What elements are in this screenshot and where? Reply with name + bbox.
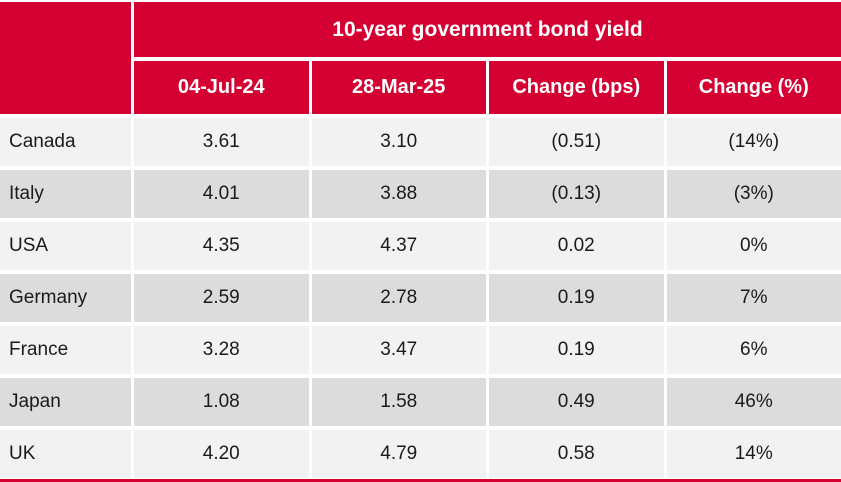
col-header-04-jul-24: 04-Jul-24 <box>134 61 309 114</box>
row-value-cell: (0.13) <box>489 170 664 218</box>
row-value-cell: 4.35 <box>134 222 309 270</box>
row-value-cell: (14%) <box>666 118 841 166</box>
row-value-cell: 6% <box>666 326 841 374</box>
col-header-28-mar-25: 28-Mar-25 <box>311 61 486 114</box>
row-value-cell: 4.20 <box>134 430 309 478</box>
col-header-change-pct: Change (%) <box>666 61 841 114</box>
row-label: Canada <box>0 118 131 166</box>
row-label: France <box>0 326 131 374</box>
bottom-accent-bar <box>0 479 841 482</box>
row-label: USA <box>0 222 131 270</box>
row-value-cell: 7% <box>666 274 841 322</box>
row-label: Italy <box>0 170 131 218</box>
row-value-cell: 14% <box>666 430 841 478</box>
row-label: UK <box>0 430 131 478</box>
row-value-cell: 3.28 <box>134 326 309 374</box>
row-value-cell: (0.51) <box>489 118 664 166</box>
row-value-cell: 0.19 <box>489 326 664 374</box>
col-header-change-bps: Change (bps) <box>489 61 664 114</box>
table-corner-cell <box>0 2 131 114</box>
row-label: Japan <box>0 378 131 426</box>
row-value-cell: 4.01 <box>134 170 309 218</box>
row-value-cell: 2.59 <box>134 274 309 322</box>
row-value-cell: 0.49 <box>489 378 664 426</box>
row-value-cell: 3.10 <box>311 118 486 166</box>
row-value-cell: 0.02 <box>489 222 664 270</box>
row-value-cell: 3.88 <box>311 170 486 218</box>
row-value-cell: 0.58 <box>489 430 664 478</box>
table-title: 10-year government bond yield <box>134 2 841 57</box>
row-value-cell: 3.61 <box>134 118 309 166</box>
row-value-cell: 0.19 <box>489 274 664 322</box>
row-value-cell: 2.78 <box>311 274 486 322</box>
row-value-cell: 3.47 <box>311 326 486 374</box>
row-value-cell: 0% <box>666 222 841 270</box>
row-value-cell: 1.58 <box>311 378 486 426</box>
row-value-cell: 46% <box>666 378 841 426</box>
row-label: Germany <box>0 274 131 322</box>
row-value-cell: 1.08 <box>134 378 309 426</box>
row-value-cell: 4.37 <box>311 222 486 270</box>
row-value-cell: (3%) <box>666 170 841 218</box>
row-value-cell: 4.79 <box>311 430 486 478</box>
